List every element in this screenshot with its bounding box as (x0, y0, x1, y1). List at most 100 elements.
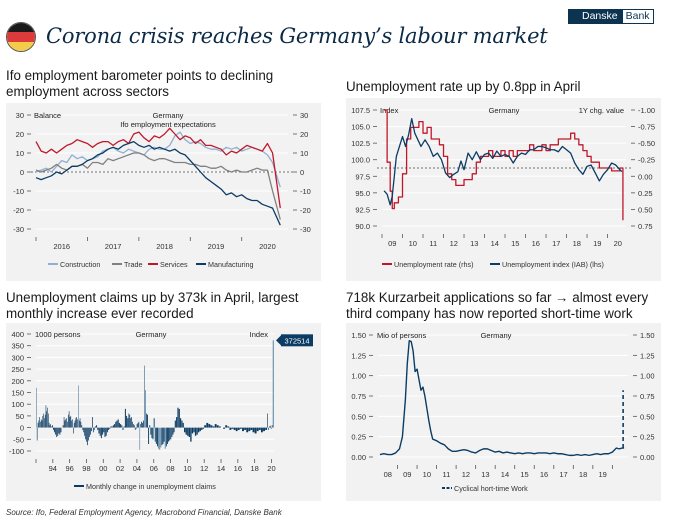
bar (184, 427, 186, 433)
bar (109, 427, 111, 429)
bar (165, 427, 167, 447)
x-tick-label: 14 (501, 470, 509, 479)
panel-unemp: Unemployment rate up by 0.8pp in April (340, 79, 680, 113)
y-tick-label-right: -1.00 (638, 106, 655, 115)
chart-box-ifo: 30 30 20 20 10 10 0 0 -10 -10 -20 -20 -30 -30 2016 2017… (6, 103, 321, 281)
bar (43, 413, 44, 428)
bar (174, 420, 176, 428)
x-tick-label: 14 (491, 239, 499, 248)
bar (105, 427, 107, 436)
bar (269, 425, 271, 428)
y-tick-label-right: -0.75 (638, 123, 655, 132)
bar (130, 418, 132, 428)
bar (63, 417, 65, 428)
y-tick-label-right: 10 (300, 149, 308, 158)
x-tick-label: 16 (540, 470, 548, 479)
x-tick-label: 12 (462, 470, 470, 479)
x-tick-label: 00 (99, 464, 107, 473)
bar (98, 427, 100, 434)
bar (270, 427, 272, 429)
bar (268, 426, 270, 428)
y-tick-label-right: 1.00 (640, 372, 655, 381)
bar (225, 425, 228, 428)
bar (65, 419, 67, 428)
y-tick-label-right: 0.50 (638, 205, 653, 214)
bar (44, 414, 46, 428)
bar (120, 424, 122, 428)
x-tick-label: 16 (532, 239, 540, 248)
y-tick-label-right: 1.25 (640, 351, 655, 360)
series-line-left (383, 117, 623, 206)
bar (68, 411, 70, 428)
bar (50, 424, 51, 428)
x-tick-label: 18 (579, 470, 587, 479)
x-tick-label: 15 (520, 470, 528, 479)
title-line-1: Unemployment rate up by 0.8pp in April (346, 79, 581, 94)
bar (112, 425, 114, 428)
y-axis-label: 1000 persons (35, 330, 81, 339)
y-tick-label: 30 (16, 111, 24, 120)
bar (138, 421, 140, 428)
bar (188, 427, 191, 437)
y-tick-label: 1.50 (351, 331, 366, 340)
bar (194, 427, 197, 436)
y-tick-label: -30 (13, 225, 24, 234)
bar (62, 425, 64, 428)
x-tick-label: 2018 (156, 242, 173, 251)
bar (99, 427, 101, 436)
x-tick-label: 04 (133, 464, 141, 473)
bar (111, 426, 113, 428)
legend-label: Unemployment index (IAB) (lhs) (502, 260, 604, 269)
bar (143, 420, 144, 428)
bar (235, 427, 238, 432)
bar (55, 427, 57, 435)
bar (271, 425, 273, 428)
panel-kurz: 718k Kurzarbeit applications so far → al… (340, 290, 680, 324)
chart-title: Germany (136, 330, 167, 339)
bar (75, 418, 77, 428)
y-tick-label-right: 0.50 (640, 412, 655, 421)
y-tick-label-right: -0.50 (638, 139, 655, 148)
bar (41, 420, 43, 428)
bar (242, 427, 244, 432)
y-tick-label: 0 (20, 168, 24, 177)
bar (73, 422, 75, 428)
y-axis-label-right: 1Y chg. value (579, 106, 624, 115)
source-note: Source: Ifo, Federal Employment Agency, … (6, 508, 282, 517)
legend-label: Services (160, 260, 188, 269)
bar (117, 419, 119, 428)
chart-title: Germany (481, 331, 512, 340)
title-line-1: Ifo employment barometer points to decli… (6, 68, 274, 83)
bar (48, 413, 49, 428)
y-axis-label: Mio of persons (377, 331, 426, 340)
bar (81, 425, 83, 428)
y-tick-label-right: 0.75 (640, 392, 655, 401)
bar (60, 427, 62, 433)
legend-label: Monthly change in unemployment claims (86, 482, 216, 491)
bar (40, 419, 42, 428)
x-tick-label: 18 (250, 464, 258, 473)
y-tick-label: 100.0 (351, 156, 370, 165)
x-tick-label: 13 (470, 239, 478, 248)
bar (171, 427, 173, 437)
bar (204, 425, 207, 428)
bar (110, 426, 112, 428)
x-tick-label: 16 (234, 464, 242, 473)
bar (78, 385, 79, 428)
bar (91, 417, 93, 428)
x-tick-label: 11 (442, 470, 450, 479)
bar (73, 427, 74, 434)
bar (85, 427, 87, 440)
bar (69, 417, 71, 428)
series-line-manufacturing (35, 140, 281, 226)
y-tick-label: 400 (11, 330, 24, 339)
bar (229, 427, 232, 430)
bar (162, 427, 164, 444)
bar (145, 390, 146, 428)
bar (51, 425, 53, 428)
bar (124, 408, 126, 428)
bar (135, 427, 137, 429)
x-tick-label: 98 (82, 464, 90, 473)
bar (178, 408, 180, 428)
bar (49, 425, 51, 428)
